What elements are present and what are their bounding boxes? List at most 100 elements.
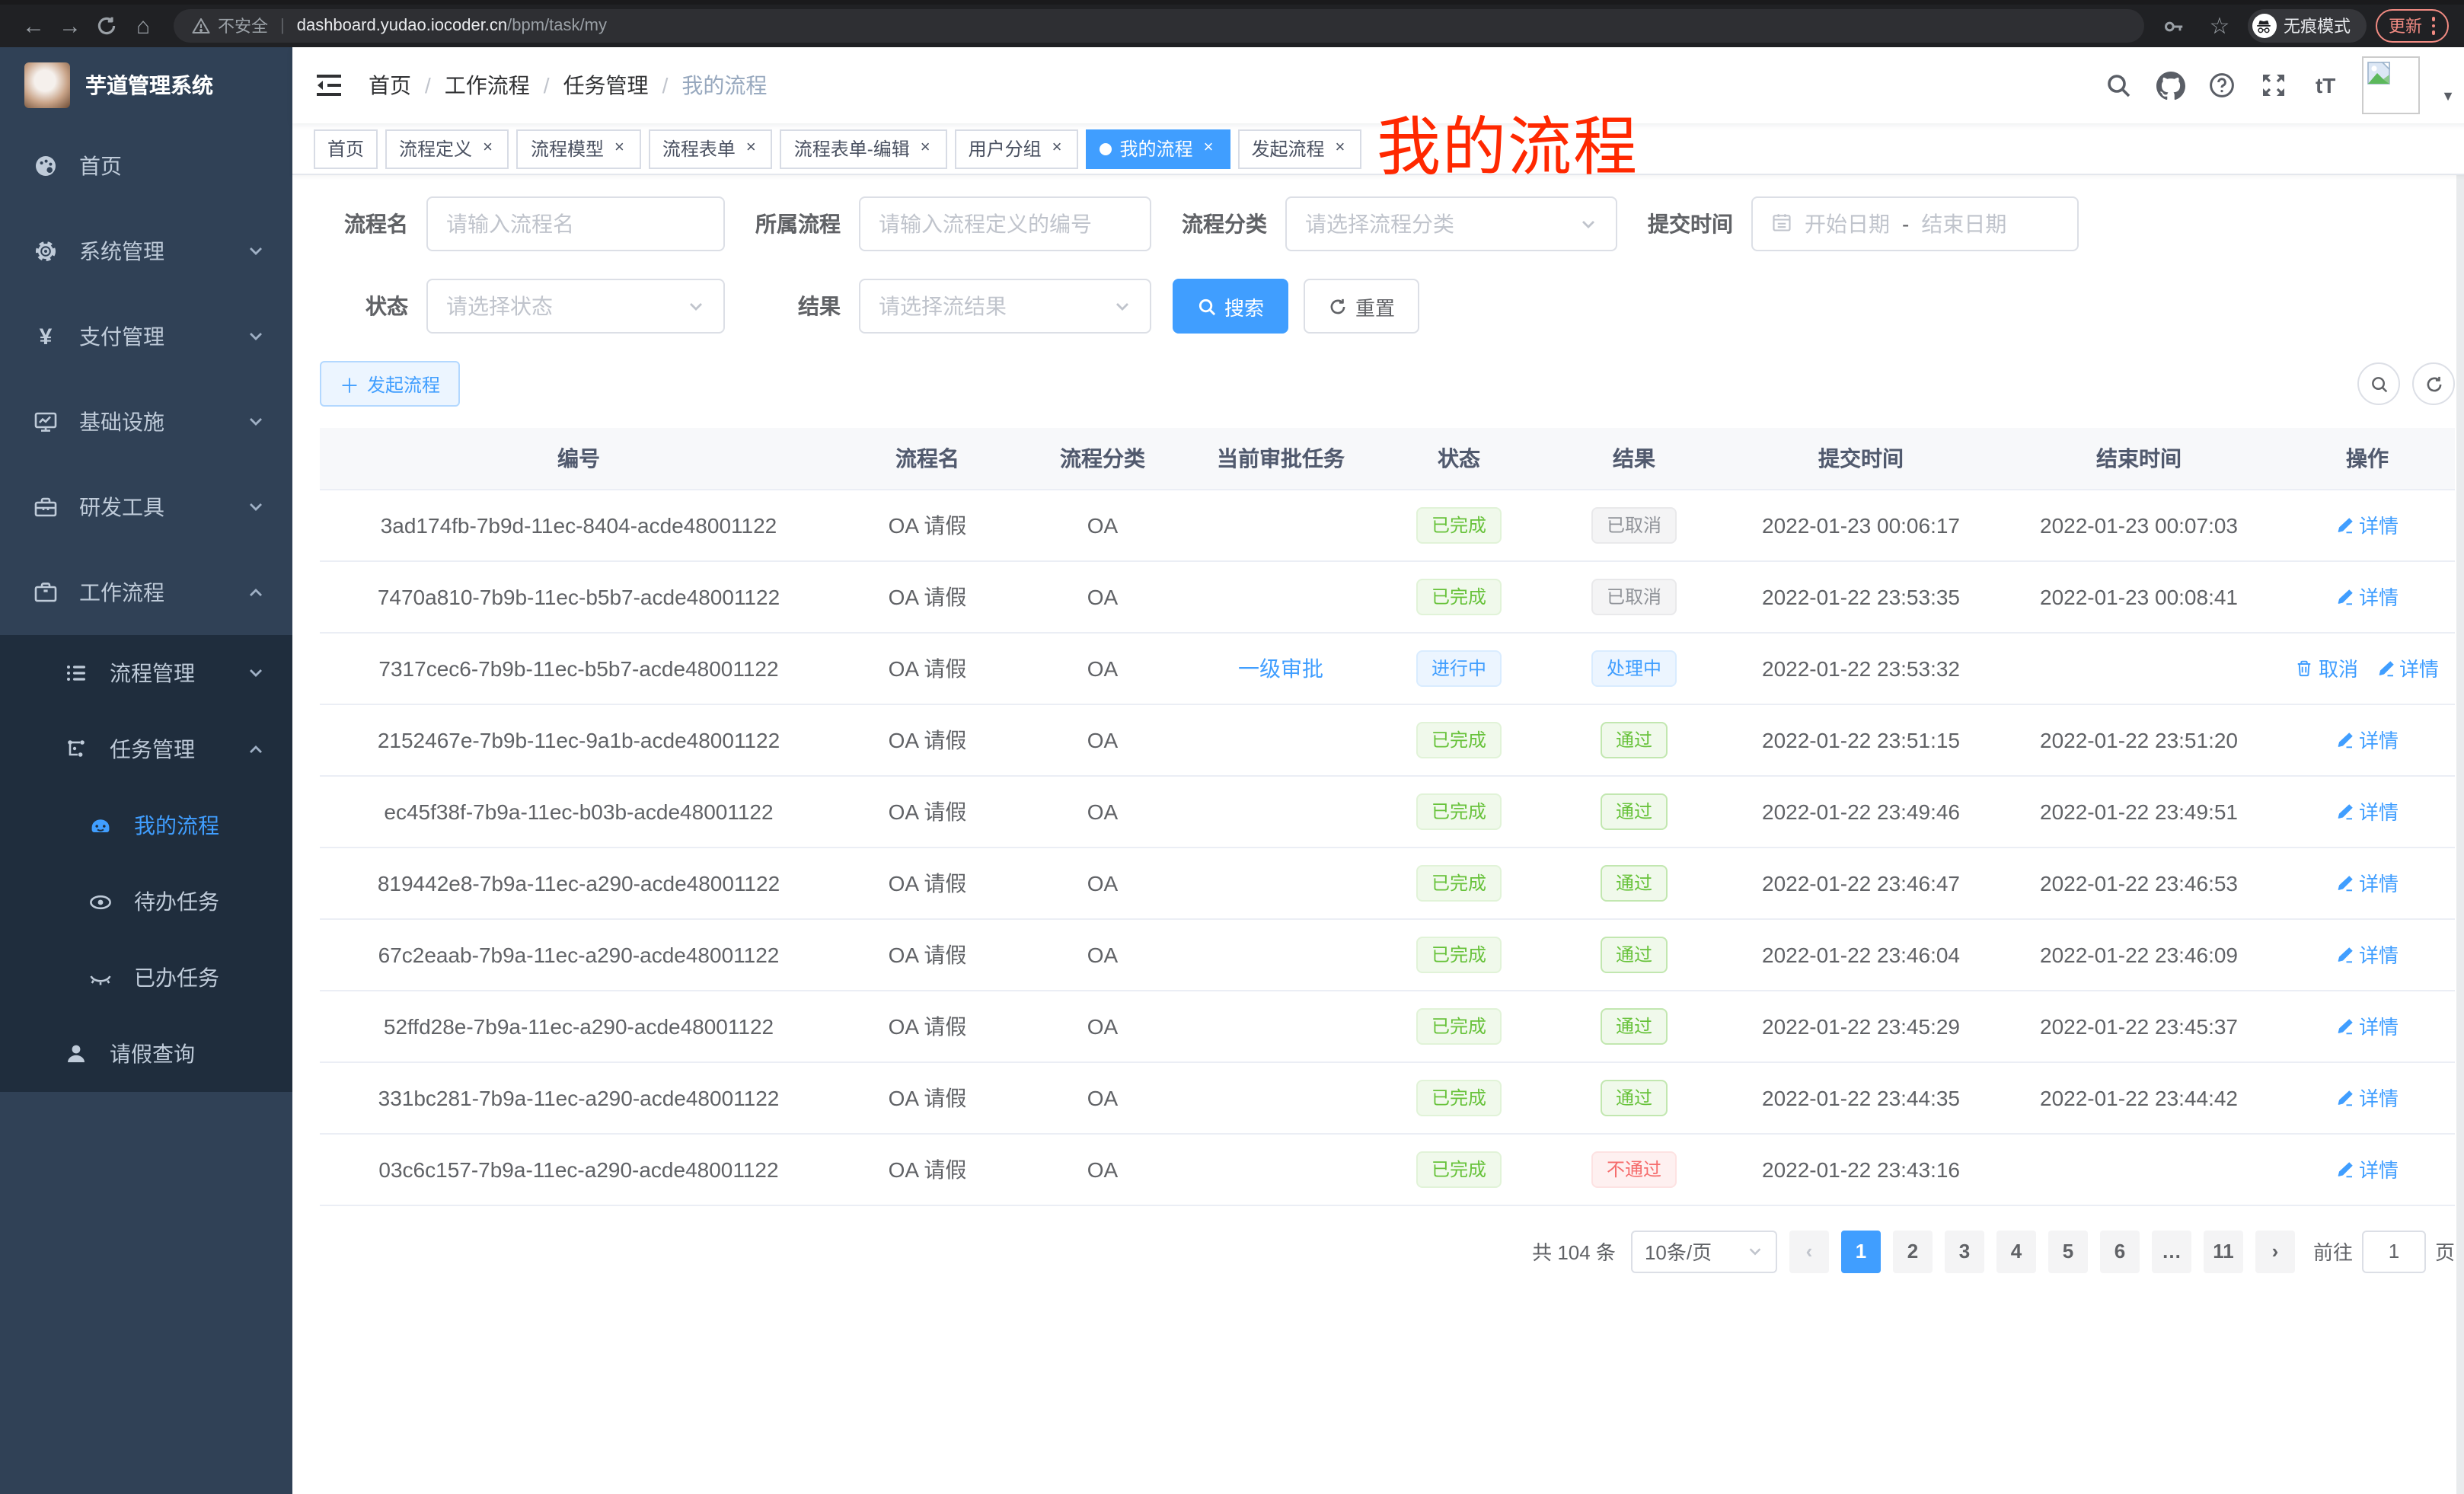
sidebar-item-2[interactable]: ¥ 支付管理 — [0, 294, 292, 379]
cell-status: 已完成 — [1374, 775, 1544, 848]
pen-icon — [2336, 516, 2354, 534]
close-icon[interactable]: × — [1052, 139, 1062, 157]
detail-link[interactable]: 详情 — [2336, 725, 2399, 754]
sidebar-item-5[interactable]: 工作流程 — [0, 550, 292, 635]
refresh-button[interactable] — [2412, 362, 2455, 405]
browser-menu-icon[interactable] — [2431, 17, 2435, 35]
sidebar-item-9[interactable]: 待办任务 — [0, 864, 292, 940]
create-process-button[interactable]: ＋ 发起流程 — [320, 361, 461, 407]
page-button-5[interactable]: 5 — [2047, 1230, 2088, 1272]
detail-link[interactable]: 详情 — [2336, 796, 2399, 825]
page-button-2[interactable]: 2 — [1892, 1230, 1933, 1272]
cell-result: 通过 — [1544, 1061, 1724, 1134]
prev-page-button[interactable]: ‹ — [1789, 1230, 1829, 1272]
result-badge: 已取消 — [1591, 578, 1677, 615]
sidebar-item-8[interactable]: 我的流程 — [0, 787, 292, 864]
bookmark-star-icon[interactable]: ☆ — [2209, 14, 2230, 40]
sidebar-item-7[interactable]: 任务管理 — [0, 711, 292, 787]
sidebar-item-1[interactable]: 系统管理 — [0, 209, 292, 294]
cell-id: 03c6c157-7b9a-11ec-a290-acde48001122 — [320, 1133, 838, 1205]
help-icon[interactable] — [2207, 70, 2237, 101]
process-name-input[interactable]: 请输入流程名 — [426, 196, 725, 251]
close-icon[interactable]: × — [614, 139, 624, 157]
chevron-down-icon — [247, 327, 265, 346]
page-button-11[interactable]: 11 — [2203, 1230, 2243, 1272]
tab-6[interactable]: 我的流程 × — [1086, 129, 1230, 168]
detail-link[interactable]: 详情 — [2336, 1154, 2399, 1183]
tab-5[interactable]: 用户分组 × — [954, 129, 1079, 168]
search-icon[interactable] — [2103, 70, 2134, 101]
goto-page-input[interactable]: 1 — [2361, 1230, 2426, 1272]
tab-3[interactable]: 流程表单 × — [648, 129, 773, 168]
page-button-4[interactable]: 4 — [1996, 1230, 2036, 1272]
sidebar-item-4[interactable]: 研发工具 — [0, 464, 292, 550]
more-pages-button[interactable]: … — [2151, 1230, 2191, 1272]
cell-submit-time: 2022-01-23 00:06:17 — [1724, 489, 1998, 561]
detail-link[interactable]: 详情 — [2336, 1011, 2399, 1040]
status-badge: 已完成 — [1416, 721, 1502, 758]
page-button-6[interactable]: 6 — [2099, 1230, 2140, 1272]
forward-icon[interactable]: → — [59, 13, 81, 39]
detail-link[interactable]: 详情 — [2336, 582, 2399, 611]
breadcrumb-item-0[interactable]: 首页 — [369, 73, 411, 97]
breadcrumb-item-2[interactable]: 任务管理 — [563, 73, 649, 97]
close-icon[interactable]: × — [483, 139, 493, 157]
sidebar-collapse-icon[interactable] — [314, 70, 344, 101]
home-icon[interactable]: ⌂ — [136, 13, 151, 39]
toggle-search-button[interactable] — [2357, 362, 2400, 405]
process-def-input[interactable]: 请输入流程定义的编号 — [859, 196, 1151, 251]
tab-7[interactable]: 发起流程 × — [1237, 129, 1362, 168]
filter-result-label: 结果 — [798, 294, 841, 318]
close-icon[interactable]: × — [1203, 139, 1214, 157]
address-bar[interactable]: 不安全 | dashboard.yudao.iocoder.cn /bpm/ta… — [174, 9, 2143, 43]
sidebar-item-0[interactable]: 首页 — [0, 123, 292, 209]
font-size-icon[interactable]: tT — [2315, 73, 2336, 97]
close-icon[interactable]: × — [920, 139, 930, 157]
detail-link[interactable]: 详情 — [2336, 868, 2399, 897]
fullscreen-icon[interactable] — [2258, 70, 2289, 101]
column-header-8: 操作 — [2280, 428, 2455, 490]
page-button-3[interactable]: 3 — [1944, 1230, 1984, 1272]
tab-4[interactable]: 流程表单-编辑 × — [780, 129, 947, 168]
next-page-button[interactable]: › — [2255, 1230, 2295, 1272]
action-label: 详情 — [2358, 729, 2399, 752]
submit-time-range-input[interactable]: 开始日期 - 结束日期 — [1751, 196, 2079, 251]
back-icon[interactable]: ← — [22, 13, 45, 39]
category-select[interactable]: 请选择流程分类 — [1285, 196, 1617, 251]
key-icon[interactable] — [2156, 8, 2192, 44]
search-button[interactable]: 搜索 — [1173, 279, 1289, 334]
cell-actions: 详情 — [2280, 1133, 2455, 1205]
close-icon[interactable]: × — [1335, 139, 1345, 157]
detail-link[interactable]: 详情 — [2336, 940, 2399, 969]
avatar[interactable] — [2362, 56, 2421, 114]
app-logo-row[interactable]: 芋道管理系统 — [0, 47, 292, 123]
detail-link[interactable]: 详情 — [2376, 653, 2439, 682]
cancel-link[interactable]: 取消 — [2296, 653, 2358, 682]
reload-icon[interactable] — [88, 8, 125, 44]
cell-current-task — [1188, 704, 1374, 776]
tab-0[interactable]: 首页 — [314, 129, 378, 168]
result-select[interactable]: 请选择流结果 — [859, 279, 1151, 334]
filter-time-label: 提交时间 — [1648, 212, 1733, 236]
sidebar-item-11[interactable]: 请假查询 — [0, 1016, 292, 1092]
robot-icon — [88, 813, 113, 838]
sidebar-item-3[interactable]: 基础设施 — [0, 379, 292, 464]
chevron-down-icon[interactable]: ▼ — [2441, 88, 2455, 104]
tab-2[interactable]: 流程模型 × — [516, 129, 641, 168]
sidebar-item-6[interactable]: 流程管理 — [0, 635, 292, 711]
status-select[interactable]: 请选择状态 — [426, 279, 725, 334]
page-size-select[interactable]: 10条/页 — [1630, 1230, 1777, 1272]
tab-1[interactable]: 流程定义 × — [385, 129, 509, 168]
breadcrumb-item-1[interactable]: 工作流程 — [444, 73, 530, 97]
page-button-1[interactable]: 1 — [1840, 1230, 1881, 1272]
github-icon[interactable] — [2155, 70, 2185, 101]
sidebar-item-10[interactable]: 已办任务 — [0, 940, 292, 1016]
browser-update-button[interactable]: 更新 — [2375, 9, 2449, 43]
sidebar-item-label: 请假查询 — [110, 1042, 195, 1066]
detail-link[interactable]: 详情 — [2336, 510, 2399, 539]
task-link[interactable]: 一级审批 — [1238, 656, 1323, 680]
reset-button[interactable]: 重置 — [1304, 279, 1420, 334]
detail-link[interactable]: 详情 — [2336, 1083, 2399, 1112]
close-icon[interactable]: × — [745, 139, 756, 157]
scrollbar[interactable] — [2456, 47, 2464, 1494]
